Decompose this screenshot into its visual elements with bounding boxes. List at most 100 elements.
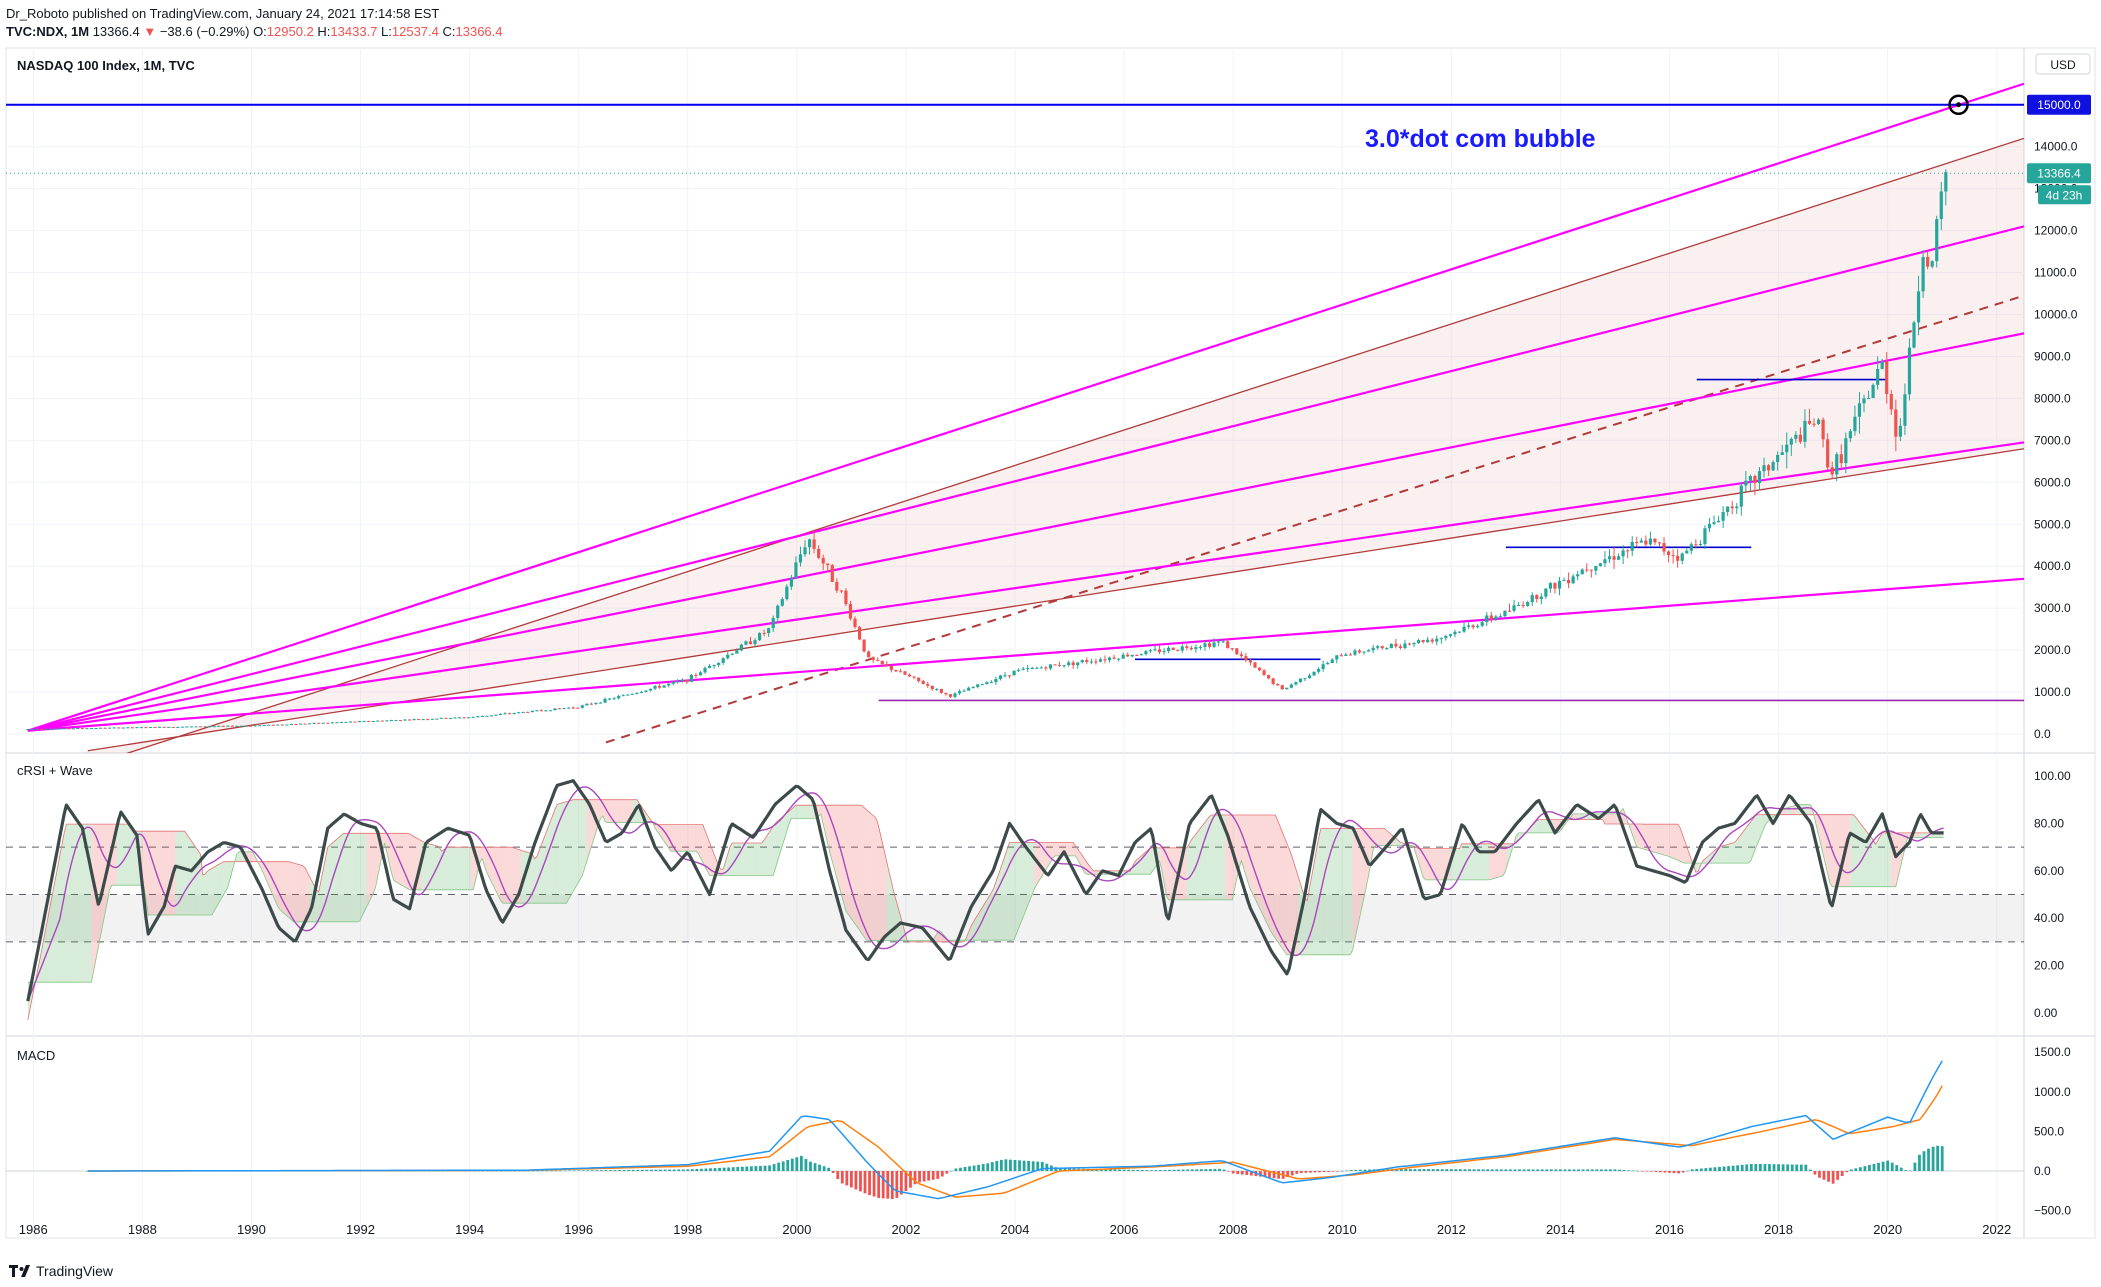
crsi-band-segment xyxy=(1184,847,1187,900)
candle-body xyxy=(348,721,353,723)
candle-body xyxy=(1607,556,1612,560)
macd-histogram-bar xyxy=(550,1170,553,1172)
macd-histogram-bar xyxy=(1722,1166,1726,1171)
crsi-band-segment xyxy=(259,861,262,870)
crsi-band-segment xyxy=(427,843,431,890)
candle-body xyxy=(530,710,534,713)
macd-histogram-bar xyxy=(609,1170,612,1171)
candle-body xyxy=(471,716,475,718)
macd-histogram-bar xyxy=(1199,1169,1203,1171)
candle-body xyxy=(248,725,253,727)
candle-body xyxy=(1648,538,1652,545)
candle-body xyxy=(803,547,807,555)
crsi-band-segment xyxy=(709,842,712,876)
macd-histogram-bar xyxy=(1777,1164,1780,1171)
crsi-band-segment xyxy=(1220,815,1224,900)
crsi-band-segment xyxy=(1370,828,1374,863)
macd-histogram-bar xyxy=(1099,1169,1103,1171)
tradingview-logo-icon[interactable] xyxy=(8,1262,32,1280)
candle-body xyxy=(289,724,294,726)
candle-body xyxy=(1276,683,1280,686)
candle-body xyxy=(1394,643,1398,647)
currency-badge[interactable] xyxy=(2035,53,2091,75)
main-pane-title: NASDAQ 100 Index, 1M, TVC xyxy=(17,58,195,73)
footer-brand[interactable]: TradingView xyxy=(36,1263,114,1279)
macd-histogram-bar xyxy=(1890,1162,1894,1171)
crsi-band-segment xyxy=(1882,832,1885,887)
macd-histogram-bar xyxy=(1536,1169,1540,1171)
candle-body xyxy=(1653,538,1657,543)
candle-body xyxy=(1789,438,1793,445)
crsi-band-segment xyxy=(157,831,160,916)
candle-body xyxy=(1780,452,1784,455)
crsi-band-segment xyxy=(1679,827,1683,863)
crsi-band-segment xyxy=(1350,828,1353,955)
candle-body xyxy=(539,710,544,712)
candle-body xyxy=(853,618,857,627)
candle-body xyxy=(321,722,325,724)
crsi-band-segment xyxy=(1643,824,1646,850)
crsi-band-segment xyxy=(1464,843,1467,880)
change-text: −38.6 (−0.29%) xyxy=(159,24,250,39)
candle-body xyxy=(180,726,184,728)
candle-body xyxy=(589,703,594,705)
crsi-band-segment xyxy=(820,805,824,825)
macd-histogram-bar xyxy=(1590,1169,1594,1171)
macd-histogram-bar xyxy=(968,1166,971,1171)
candle-body xyxy=(1330,659,1334,663)
candle-body xyxy=(1707,523,1712,529)
crsi-band-segment xyxy=(1268,815,1271,932)
macd-histogram-bar xyxy=(1836,1171,1840,1180)
x-tick-label: 2010 xyxy=(1328,1222,1357,1237)
crsi-band-segment xyxy=(277,861,281,910)
candle-body xyxy=(144,727,148,729)
candle-body xyxy=(771,617,775,629)
crsi-band-segment xyxy=(1498,843,1501,878)
crsi-band-segment xyxy=(1384,828,1387,846)
crsi-band-segment xyxy=(1329,828,1333,955)
crsi-band-segment xyxy=(1832,814,1835,887)
candle-body xyxy=(294,724,298,726)
candle-body xyxy=(1566,579,1571,584)
crsi-band-segment xyxy=(655,824,658,832)
crsi-band-segment xyxy=(1541,819,1544,833)
crsi-band-segment xyxy=(1218,815,1221,900)
candle-body xyxy=(344,721,348,723)
candle-body xyxy=(1357,650,1362,653)
candle-body xyxy=(1694,544,1698,546)
macd-histogram-bar xyxy=(554,1170,558,1172)
crsi-band-segment xyxy=(1454,848,1458,880)
macd-histogram-bar xyxy=(586,1170,590,1171)
macd-histogram-bar xyxy=(1409,1169,1412,1171)
crsi-band-segment xyxy=(1261,815,1265,918)
crsi-band-segment xyxy=(48,903,51,983)
candle-body xyxy=(448,718,453,720)
change-arrow-icon: ▼ xyxy=(143,24,157,39)
macd-histogram-bar xyxy=(1013,1159,1017,1171)
macd-histogram-bar xyxy=(840,1171,844,1184)
crsi-band-segment xyxy=(1189,839,1192,900)
macd-histogram-bar xyxy=(713,1168,717,1171)
crsi-band-segment xyxy=(1489,843,1492,880)
crsi-band-segment xyxy=(1732,842,1735,864)
target-tag: 15000.0 xyxy=(2027,94,2091,115)
macd-pane-title: MACD xyxy=(17,1048,55,1063)
macd-histogram-bar xyxy=(790,1158,794,1171)
candle-body xyxy=(1048,664,1053,669)
macd-histogram-bar xyxy=(759,1165,762,1171)
crsi-band-segment xyxy=(1007,842,1010,941)
crsi-band-segment xyxy=(1257,815,1260,909)
crsi-band-segment xyxy=(864,807,867,940)
macd-histogram-bar xyxy=(1459,1169,1462,1171)
candle-body xyxy=(1285,687,1289,690)
crsi-band-segment xyxy=(866,809,869,941)
macd-histogram-bar xyxy=(699,1168,703,1171)
macd-histogram-bar xyxy=(795,1157,799,1171)
macd-histogram-bar xyxy=(1658,1171,1662,1173)
candle-body xyxy=(644,690,648,692)
candle-body xyxy=(394,720,398,722)
candle-body xyxy=(1616,556,1621,560)
crsi-band-segment xyxy=(1434,848,1437,880)
crsi-band-segment xyxy=(1016,842,1019,934)
